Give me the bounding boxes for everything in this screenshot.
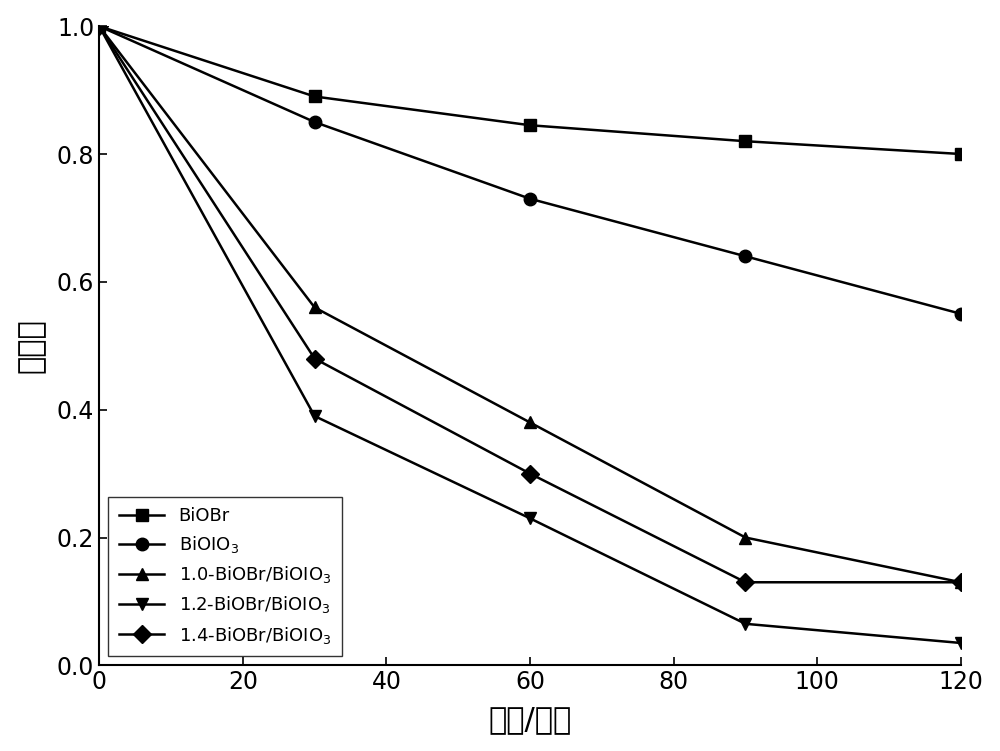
1.0-BiOBr/BiOIO$_3$: [93, 22, 105, 31]
Line: BiOBr: BiOBr: [93, 20, 967, 160]
Line: 1.4-BiOBr/BiOIO$_3$: 1.4-BiOBr/BiOIO$_3$: [93, 20, 967, 589]
Line: BiOIO$_3$: BiOIO$_3$: [93, 20, 967, 320]
Line: 1.0-BiOBr/BiOIO$_3$: 1.0-BiOBr/BiOIO$_3$: [93, 20, 967, 589]
BiOBr: [955, 149, 967, 158]
1.0-BiOBr/BiOIO$_3$: [739, 533, 751, 542]
1.2-BiOBr/BiOIO$_3$: [524, 514, 536, 523]
BiOIO$_3$: [93, 22, 105, 31]
BiOBr: [524, 121, 536, 130]
1.0-BiOBr/BiOIO$_3$: [309, 303, 321, 312]
1.4-BiOBr/BiOIO$_3$: [93, 22, 105, 31]
1.4-BiOBr/BiOIO$_3$: [955, 578, 967, 587]
BiOIO$_3$: [309, 118, 321, 127]
1.2-BiOBr/BiOIO$_3$: [739, 620, 751, 629]
1.2-BiOBr/BiOIO$_3$: [955, 638, 967, 647]
Line: 1.2-BiOBr/BiOIO$_3$: 1.2-BiOBr/BiOIO$_3$: [93, 20, 967, 649]
BiOIO$_3$: [739, 252, 751, 261]
1.4-BiOBr/BiOIO$_3$: [524, 469, 536, 478]
Legend: BiOBr, BiOIO$_3$, 1.0-BiOBr/BiOIO$_3$, 1.2-BiOBr/BiOIO$_3$, 1.4-BiOBr/BiOIO$_3$: BiOBr, BiOIO$_3$, 1.0-BiOBr/BiOIO$_3$, 1…: [108, 496, 342, 656]
1.4-BiOBr/BiOIO$_3$: [309, 354, 321, 363]
BiOIO$_3$: [524, 195, 536, 204]
BiOBr: [93, 22, 105, 31]
BiOBr: [309, 92, 321, 101]
BiOBr: [739, 137, 751, 146]
Y-axis label: 浓度比: 浓度比: [17, 318, 46, 373]
BiOIO$_3$: [955, 309, 967, 318]
1.4-BiOBr/BiOIO$_3$: [739, 578, 751, 587]
1.0-BiOBr/BiOIO$_3$: [955, 578, 967, 587]
1.0-BiOBr/BiOIO$_3$: [524, 418, 536, 427]
1.2-BiOBr/BiOIO$_3$: [93, 22, 105, 31]
1.2-BiOBr/BiOIO$_3$: [309, 412, 321, 421]
X-axis label: 时间/分钟: 时间/分钟: [488, 705, 572, 734]
